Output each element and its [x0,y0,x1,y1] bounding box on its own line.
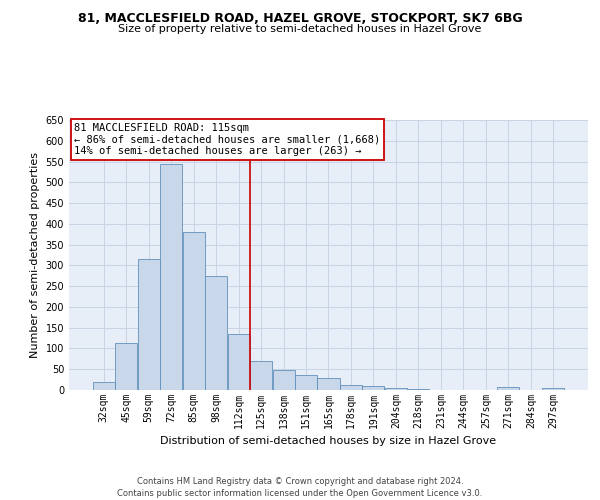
Bar [250,361,272,390]
Bar [340,384,362,390]
Bar [362,386,385,390]
Bar [182,232,205,390]
Text: 81 MACCLESFIELD ROAD: 115sqm
← 86% of semi-detached houses are smaller (1,668)
1: 81 MACCLESFIELD ROAD: 115sqm ← 86% of se… [74,122,380,156]
Text: 81, MACCLESFIELD ROAD, HAZEL GROVE, STOCKPORT, SK7 6BG: 81, MACCLESFIELD ROAD, HAZEL GROVE, STOC… [77,12,523,26]
Text: Size of property relative to semi-detached houses in Hazel Grove: Size of property relative to semi-detach… [118,24,482,34]
Bar [227,334,250,390]
Bar [295,376,317,390]
Bar [160,164,182,390]
Text: Contains HM Land Registry data © Crown copyright and database right 2024.
Contai: Contains HM Land Registry data © Crown c… [118,476,482,498]
Bar [407,389,430,390]
Bar [385,388,407,390]
X-axis label: Distribution of semi-detached houses by size in Hazel Grove: Distribution of semi-detached houses by … [160,436,497,446]
Bar [272,370,295,390]
Y-axis label: Number of semi-detached properties: Number of semi-detached properties [30,152,40,358]
Bar [497,387,520,390]
Bar [137,259,160,390]
Bar [542,388,565,390]
Bar [92,382,115,390]
Bar [115,343,137,390]
Bar [317,378,340,390]
Bar [205,276,227,390]
